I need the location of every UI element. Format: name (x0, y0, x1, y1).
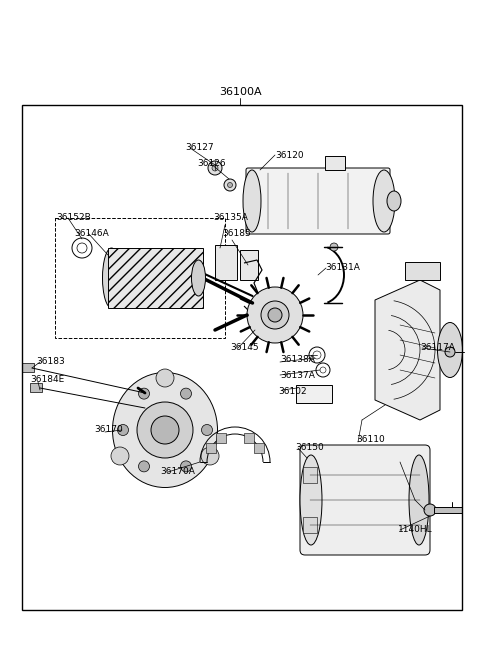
Ellipse shape (243, 170, 261, 232)
Ellipse shape (437, 323, 463, 377)
Text: 36138A: 36138A (280, 356, 315, 365)
Circle shape (201, 447, 219, 465)
Text: 36184E: 36184E (30, 375, 64, 384)
Circle shape (156, 369, 174, 387)
Bar (108, 248, 203, 308)
Circle shape (212, 165, 218, 171)
Bar (30, 383, 42, 392)
Circle shape (224, 179, 236, 191)
Circle shape (268, 308, 282, 322)
Circle shape (424, 504, 436, 516)
Text: 36117A: 36117A (420, 344, 455, 352)
Bar (55, 218, 225, 338)
Bar (206, 443, 216, 453)
Text: 36170: 36170 (94, 426, 123, 434)
Text: 36135A: 36135A (213, 213, 248, 222)
Text: 1140HL: 1140HL (398, 525, 432, 535)
Bar (434, 507, 462, 513)
Ellipse shape (409, 455, 429, 545)
Bar (325, 156, 345, 170)
Text: 36150: 36150 (295, 443, 324, 451)
Circle shape (202, 424, 213, 436)
Bar (405, 262, 440, 280)
FancyBboxPatch shape (300, 445, 430, 555)
Circle shape (137, 402, 193, 458)
Bar (240, 250, 258, 280)
Bar (303, 467, 317, 483)
Circle shape (180, 388, 192, 399)
Bar (216, 433, 226, 443)
Circle shape (228, 182, 232, 188)
Text: 36137A: 36137A (280, 371, 315, 380)
Bar (296, 385, 332, 403)
Text: 36146A: 36146A (74, 228, 109, 237)
Circle shape (208, 161, 222, 175)
Ellipse shape (103, 248, 120, 308)
Circle shape (180, 461, 192, 472)
Text: 36131A: 36131A (325, 262, 360, 272)
Bar (303, 517, 317, 533)
Circle shape (118, 424, 129, 436)
Ellipse shape (387, 191, 401, 211)
Text: 36152B: 36152B (56, 213, 91, 222)
Ellipse shape (373, 170, 395, 232)
Bar (254, 443, 264, 453)
Ellipse shape (192, 260, 205, 296)
Text: 36126: 36126 (197, 159, 226, 167)
Bar (22, 363, 34, 372)
Text: 36185: 36185 (222, 228, 251, 237)
Text: 36110: 36110 (356, 436, 385, 445)
Circle shape (247, 287, 303, 343)
Text: 36183: 36183 (36, 358, 65, 367)
Text: 36127: 36127 (185, 144, 214, 152)
Circle shape (151, 416, 179, 444)
Ellipse shape (300, 455, 322, 545)
Bar (22, 105, 462, 610)
Circle shape (261, 301, 289, 329)
Text: 36145: 36145 (230, 344, 259, 352)
Text: 36120: 36120 (275, 150, 304, 159)
Text: 36170A: 36170A (160, 468, 195, 476)
Circle shape (139, 461, 149, 472)
Bar (244, 433, 254, 443)
FancyBboxPatch shape (246, 168, 390, 234)
Circle shape (445, 347, 455, 357)
Polygon shape (375, 280, 440, 420)
Circle shape (139, 388, 149, 399)
Text: 36102: 36102 (278, 388, 307, 396)
Ellipse shape (112, 373, 217, 487)
Bar (215, 245, 237, 280)
Circle shape (330, 243, 338, 251)
Circle shape (111, 447, 129, 465)
Text: 36100A: 36100A (219, 87, 261, 97)
